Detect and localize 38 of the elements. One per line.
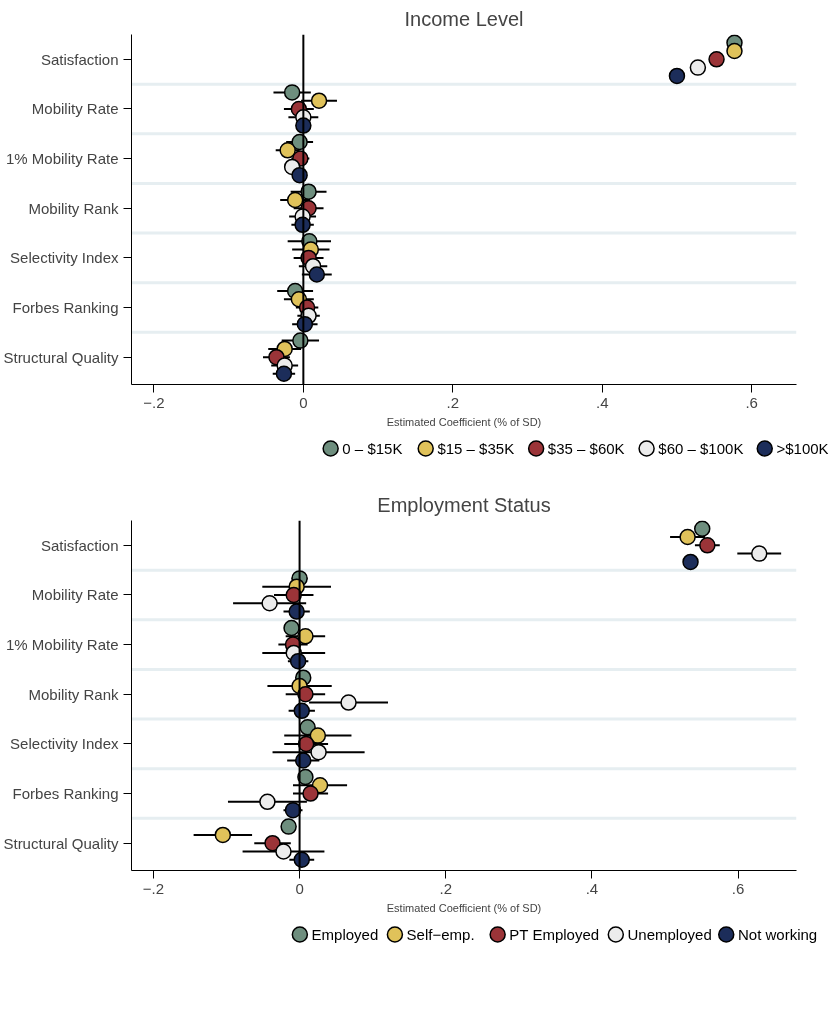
legend-label: Self−emp. xyxy=(406,926,475,943)
y-tick-label: Satisfaction xyxy=(40,536,119,554)
y-tick-label: 1% Mobility Rate xyxy=(5,150,119,168)
y-tick-label: Satisfaction xyxy=(40,50,119,68)
legend-label: Unemployed xyxy=(627,926,712,943)
x-tick-label: −.2 xyxy=(142,879,165,897)
x-tick-label: −.2 xyxy=(143,393,165,411)
y-tick-label: Forbes Ranking xyxy=(12,299,119,317)
legend-label: 0 – $15K xyxy=(342,440,403,457)
x-tick-label: 0 xyxy=(295,879,304,897)
y-tick-label: 1% Mobility Rate xyxy=(5,636,119,654)
y-tick-label: Selectivity Index xyxy=(10,735,119,753)
x-tick-label: 0 xyxy=(299,393,308,411)
y-tick-label: Forbes Ranking xyxy=(12,785,119,803)
y-tick-label: Mobility Rate xyxy=(31,586,119,604)
y-tick-label: Structural Quality xyxy=(3,348,119,366)
x-tick-label: .2 xyxy=(439,879,452,897)
x-tick-label: .4 xyxy=(595,393,609,411)
chart-title: Employment Status xyxy=(377,493,551,516)
legend-label: Not working xyxy=(737,926,818,943)
legend-label: >$100K xyxy=(776,440,829,457)
legend-label: $60 – $100K xyxy=(658,440,744,457)
y-tick-label: Mobility Rank xyxy=(28,685,119,703)
y-tick-label: Mobility Rate xyxy=(31,100,119,118)
legend-label: $15 – $35K xyxy=(437,440,515,457)
y-tick-label: Structural Quality xyxy=(3,834,119,852)
x-tick-label: .6 xyxy=(731,879,745,897)
x-tick-label: .2 xyxy=(446,393,460,411)
chart-title: Income Level xyxy=(404,7,524,30)
x-tick-label: .4 xyxy=(585,879,599,897)
legend-label: PT Employed xyxy=(509,926,600,943)
y-tick-label: Selectivity Index xyxy=(10,249,119,267)
legend-label: Employed xyxy=(311,926,379,943)
x-axis-title: Estimated Coefficient (% of SD) xyxy=(386,901,542,914)
legend-label: $35 – $60K xyxy=(547,440,625,457)
y-tick-label: Mobility Rank xyxy=(28,199,119,217)
x-axis-title: Estimated Coefficient (% of SD) xyxy=(386,415,542,428)
x-tick-label: .6 xyxy=(745,393,758,411)
